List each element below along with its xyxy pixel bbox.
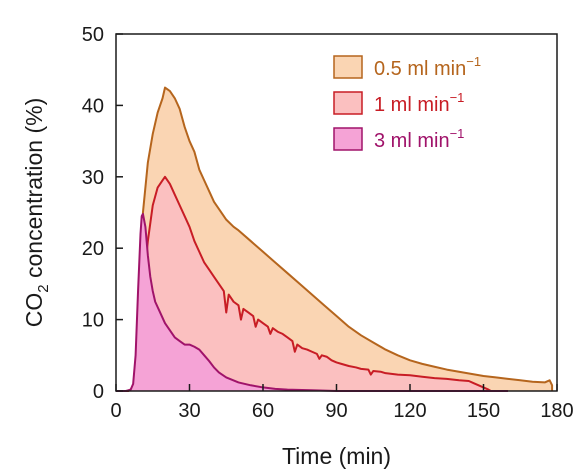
legend-label-superscript: −1 bbox=[450, 126, 465, 141]
y-tick-label: 50 bbox=[82, 24, 104, 46]
y-axis-title: CO2 concentration (%) bbox=[21, 98, 52, 327]
legend-label-text: 1 ml min bbox=[374, 94, 450, 116]
legend-swatch-1 bbox=[333, 91, 363, 115]
legend: 0.5 ml min−11 ml min−13 ml min−1 bbox=[333, 54, 481, 152]
y-axis-title-prefix: CO bbox=[21, 293, 47, 328]
y-tick-label: 40 bbox=[82, 95, 104, 117]
legend-label-superscript: −1 bbox=[450, 90, 465, 105]
x-tick-label: 150 bbox=[467, 400, 500, 422]
y-tick-label: 20 bbox=[82, 238, 104, 260]
y-tick-label: 10 bbox=[82, 310, 104, 332]
x-tick-label: 120 bbox=[393, 400, 426, 422]
y-axis-title-suffix: concentration (%) bbox=[21, 98, 47, 285]
legend-label-1: 1 ml min−1 bbox=[374, 90, 464, 116]
series-area-2 bbox=[116, 213, 508, 391]
y-tick-label: 0 bbox=[93, 381, 104, 403]
legend-swatch-0 bbox=[333, 55, 363, 79]
legend-label-superscript: −1 bbox=[466, 54, 481, 69]
x-tick-label: 30 bbox=[178, 400, 200, 422]
series-line-1 bbox=[116, 175, 492, 392]
axis-ticks: 0 30 60 90 120 150 180 0 10 20 30 40 50 bbox=[82, 24, 574, 422]
series-areas bbox=[116, 86, 554, 392]
x-tick-label: 0 bbox=[110, 400, 121, 422]
legend-label-text: 3 ml min bbox=[374, 130, 450, 152]
legend-label-text: 0.5 ml min bbox=[374, 58, 466, 80]
x-tick-label: 60 bbox=[252, 400, 274, 422]
legend-swatch-2 bbox=[333, 127, 363, 151]
series-area-1 bbox=[116, 176, 491, 391]
y-axis-title-subscript: 2 bbox=[35, 284, 52, 292]
x-tick-label: 90 bbox=[325, 400, 347, 422]
series-line-0 bbox=[116, 86, 554, 392]
x-tick-label: 180 bbox=[540, 400, 573, 422]
series-line-2 bbox=[116, 212, 508, 392]
legend-label-0: 0.5 ml min−1 bbox=[374, 54, 481, 80]
x-axis-title: Time (min) bbox=[282, 443, 391, 469]
legend-label-2: 3 ml min−1 bbox=[374, 126, 464, 152]
y-tick-label: 30 bbox=[82, 167, 104, 189]
